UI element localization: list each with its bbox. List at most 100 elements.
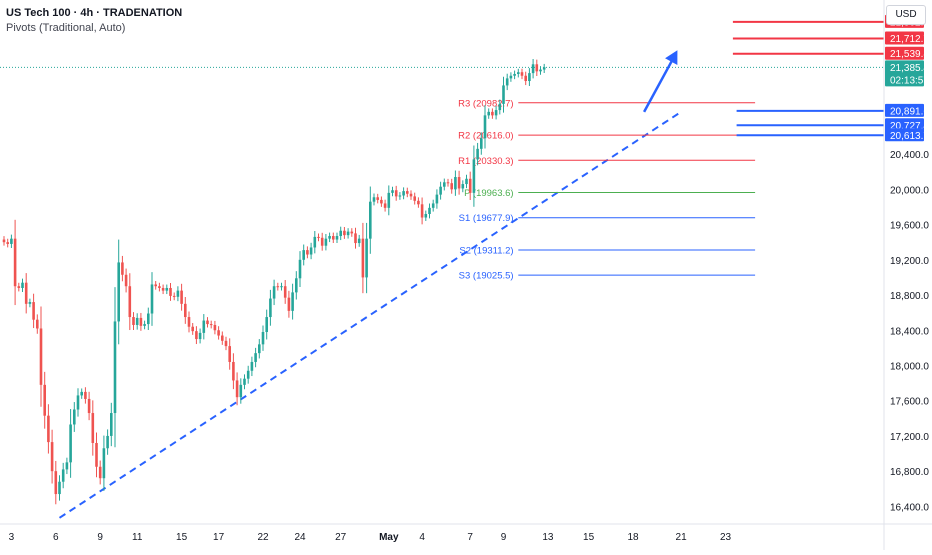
candle [228,346,231,362]
candle [409,193,413,197]
pivot-label: P (19963.6) [464,188,513,199]
candle [206,320,209,325]
candle [154,284,157,287]
x-tick-label: 13 [542,532,554,543]
pivot-label: S2 (19311.2) [459,246,513,257]
candle [498,103,502,111]
pivot-label: R1 (20330.3) [458,156,513,167]
x-tick-label: 15 [176,532,188,543]
indicator-label[interactable]: Pivots (Traditional, Auto) [6,22,126,34]
support-price-tag-text: 20,891.6 [890,106,929,117]
y-tick-label: 16,400.0 [890,502,929,513]
candle [128,286,132,318]
candle [402,191,405,196]
candle [124,274,128,287]
candle [446,182,450,184]
resistance-price-tag-text: 21,712.7 [890,34,929,45]
candle [517,72,520,74]
candle [283,286,287,298]
candle [365,238,368,278]
trendline[interactable] [58,111,682,519]
x-tick-label: 9 [501,532,507,543]
candle [372,197,376,202]
candle [428,207,431,215]
candle [80,391,83,396]
candle [110,413,113,436]
x-tick-label: 22 [257,532,269,543]
candle [84,391,87,399]
candle [406,191,409,194]
candle [494,110,498,116]
y-tick-label: 20,000.0 [890,185,929,196]
candle [184,303,187,318]
last-price-text: 21,385.4 [890,63,929,74]
candle [13,238,17,287]
candle [454,177,457,190]
candle [224,340,228,347]
candle [202,320,206,333]
candle [213,324,217,331]
candle [32,302,35,320]
candle [139,317,143,326]
candle [132,317,135,325]
candle [394,190,398,197]
x-tick-label: 17 [213,532,225,543]
candle [535,64,539,72]
candle [69,424,72,463]
resistance-price-tag [885,31,924,45]
x-tick-label: 21 [676,532,688,543]
candle [250,361,254,371]
candle [217,330,220,336]
candle [276,286,280,288]
y-tick-label: 18,000.0 [890,361,929,372]
candle [461,184,465,189]
candle [350,231,354,234]
candle [487,111,490,116]
candle [346,231,350,236]
candle [43,384,46,416]
symbol-title[interactable]: US Tech 100 · 4h · TRADENATION [6,7,183,19]
candle [243,378,246,385]
candle [180,290,183,304]
support-price-tag-text: 20,727.4 [890,121,929,132]
candle [417,200,420,205]
x-tick-label: 9 [97,532,103,543]
candle [439,186,442,195]
x-tick-label: 27 [335,532,347,543]
candle [239,384,243,398]
candle [383,203,387,208]
candle [324,238,328,246]
candle [24,282,28,304]
candle [47,415,50,443]
support-price-tag [885,103,924,117]
countdown-text: 02:13:57 [890,75,929,86]
y-tick-label: 19,600.0 [890,221,929,232]
candle [309,247,313,255]
candle [258,344,261,354]
candle [361,238,365,278]
candle [528,73,531,82]
candle [328,236,331,239]
candle [58,481,61,495]
candle [509,75,513,79]
candle [505,78,509,86]
candle [221,335,224,341]
candle [483,115,487,139]
candle [280,286,283,288]
target-arrow[interactable] [643,55,676,113]
candle [117,262,120,322]
candle [450,183,453,190]
candle [320,237,324,246]
candle [172,295,176,297]
candle [87,398,91,414]
y-tick-label: 19,200.0 [890,256,929,267]
y-tick-label: 17,200.0 [890,432,929,443]
candle [502,85,505,104]
candle [165,287,169,291]
currency-button[interactable]: USD [886,5,926,25]
pivot-label: S1 (19677.9) [459,213,514,224]
candle [102,448,106,479]
candle [50,442,54,472]
